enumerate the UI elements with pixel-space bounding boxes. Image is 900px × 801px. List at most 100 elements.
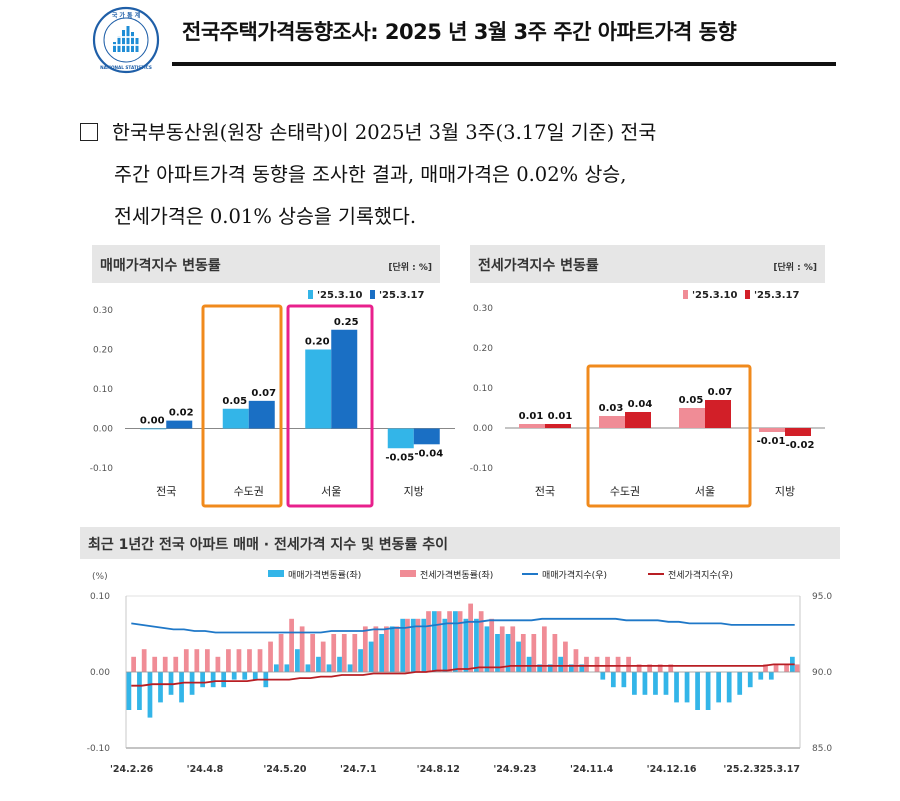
sale-chart-title: 매매가격지수 변동률	[100, 258, 221, 274]
jeonse-change-bar	[141, 649, 147, 672]
sale-change-bar	[558, 656, 564, 672]
category-label: 전국	[156, 485, 176, 498]
data-label: 0.25	[334, 317, 359, 328]
category-label: 수도권	[610, 485, 640, 498]
jeonse-change-bar	[499, 626, 505, 672]
jeonse-change-bar	[668, 664, 674, 672]
jeonse-change-bar	[320, 641, 326, 672]
right-y-tick-label: 95.0	[812, 592, 832, 602]
seoul-highlight-box	[286, 304, 374, 508]
left-axis-unit-label: (%)	[92, 572, 108, 582]
bar	[222, 408, 249, 429]
metro-seoul-highlight-box	[586, 364, 752, 508]
sale-change-bar	[600, 672, 606, 680]
summary-text-1: 한국부동산원(원장 손태락)이 2025년 3월 3주(3.17일 기준) 전국	[112, 121, 657, 144]
page-title: 전국주택가격동향조사: 2025 년 3월 3주 주간 아파트가격 동향	[182, 20, 737, 44]
x-tick-label: '24.4.8	[187, 764, 224, 775]
bar	[140, 428, 167, 430]
trend-chart-title: 최근 1년간 전국 아파트 매매 · 전세가격 지수 및 변동률 추이	[88, 537, 449, 553]
data-label: -0.04	[414, 448, 443, 459]
sale-index-line	[131, 617, 795, 634]
sale-change-bar	[442, 618, 448, 672]
jeonse-change-bar	[573, 649, 579, 672]
jeonse-change-bar	[468, 603, 474, 672]
legend-swatch	[308, 290, 313, 299]
sale-change-bar	[632, 672, 637, 695]
x-tick-label: '25.3.17	[757, 764, 800, 775]
sale-change-bar	[758, 672, 764, 680]
bar	[679, 408, 705, 428]
category-label: 전국	[535, 485, 555, 498]
data-label: 0.01	[548, 411, 573, 422]
sale-change-bar	[316, 656, 321, 672]
sale-change-bar	[431, 611, 437, 672]
legend-swatch	[370, 290, 375, 299]
trend-chart-group: (%) -0.10 0.00 0.10 85.0 90.0 95.0 매매가격변동률(좌) 전세…	[87, 569, 833, 775]
jeonse-change-bar	[594, 656, 600, 672]
legend-label: '25.3.17	[754, 290, 799, 301]
logo-top-text: 국 가 통 계	[112, 12, 141, 20]
sale-change-bar	[410, 618, 416, 672]
jeonse-change-bar	[362, 626, 368, 672]
sale-change-bar	[463, 618, 469, 672]
sale-change-bar	[568, 664, 574, 672]
bar	[248, 400, 275, 429]
sale-change-bar	[537, 664, 542, 672]
bar	[166, 420, 193, 429]
jeonse-change-bar	[268, 641, 273, 672]
data-label: 0.01	[519, 411, 544, 422]
sale-change-bar	[305, 664, 311, 672]
jeonse-change-bar	[763, 664, 768, 672]
sale-change-bar	[347, 664, 353, 672]
sale-change-bar	[137, 672, 142, 710]
trend-legend-label: 전세가격지수(우)	[668, 569, 733, 581]
right-y-tick-label: 85.0	[812, 744, 832, 754]
jeonse-change-bar	[552, 634, 558, 672]
data-label: 0.02	[169, 408, 194, 419]
sale-change-bar	[158, 672, 163, 703]
trend-chart-title-bar: 최근 1년간 전국 아파트 매매 · 전세가격 지수 및 변동률 추이	[80, 527, 840, 559]
x-tick-label: '24.9.23	[493, 764, 536, 775]
category-label: 서울	[695, 485, 715, 498]
sale-change-bar	[579, 664, 585, 672]
sale-change-bar	[695, 672, 700, 710]
trend-legend-swatch	[400, 570, 416, 577]
bar	[519, 424, 545, 428]
summary-line-3: 전세가격은 0.01% 상승을 기록했다.	[114, 205, 417, 228]
metro-area-highlight-box	[201, 304, 283, 508]
summary-line-1: 한국부동산원(원장 손태락)이 2025년 3월 3주(3.17일 기준) 전국	[80, 112, 850, 154]
bar	[305, 349, 332, 429]
jeonse-change-bar	[289, 618, 294, 672]
jeonse-change-bar	[162, 656, 168, 672]
sale-change-bar	[284, 664, 290, 672]
bar	[785, 428, 811, 436]
sale-change-bar	[242, 672, 248, 680]
sale-bar-chart-group: -0.10 0.00 0.10 0.20 0.30 '25.3.10 '25.3.17 0.0…	[90, 290, 455, 508]
jeonse-change-bar	[647, 664, 653, 672]
legend-swatch	[683, 290, 688, 299]
sale-change-bar	[358, 649, 363, 672]
sale-change-bar	[421, 618, 427, 672]
y-tick-label: 0.20	[473, 344, 493, 354]
x-tick-label: '24.5.20	[263, 764, 307, 775]
sale-change-bar	[674, 672, 679, 703]
sale-change-bar	[547, 664, 553, 672]
sale-change-bar	[610, 672, 616, 688]
jeonse-change-bar	[605, 656, 610, 672]
data-label: 0.04	[628, 399, 653, 410]
sale-change-bar	[379, 634, 385, 672]
sale-change-bar	[726, 672, 732, 703]
category-label: 수도권	[234, 485, 264, 498]
logo-bottom-text: NATIONAL STATISTICS	[100, 65, 152, 70]
y-tick-label: -0.10	[90, 464, 114, 474]
sale-change-bar	[484, 626, 490, 672]
sale-change-bar	[505, 634, 511, 672]
category-label: 서울	[321, 485, 341, 498]
jeonse-change-bar	[257, 649, 263, 672]
jeonse-change-bar	[331, 634, 337, 672]
sale-change-bar	[495, 634, 500, 672]
jeonse-change-bar	[226, 649, 231, 672]
right-y-tick-label: 90.0	[812, 668, 832, 678]
y-tick-label: 0.00	[93, 425, 113, 435]
bar	[413, 428, 440, 445]
